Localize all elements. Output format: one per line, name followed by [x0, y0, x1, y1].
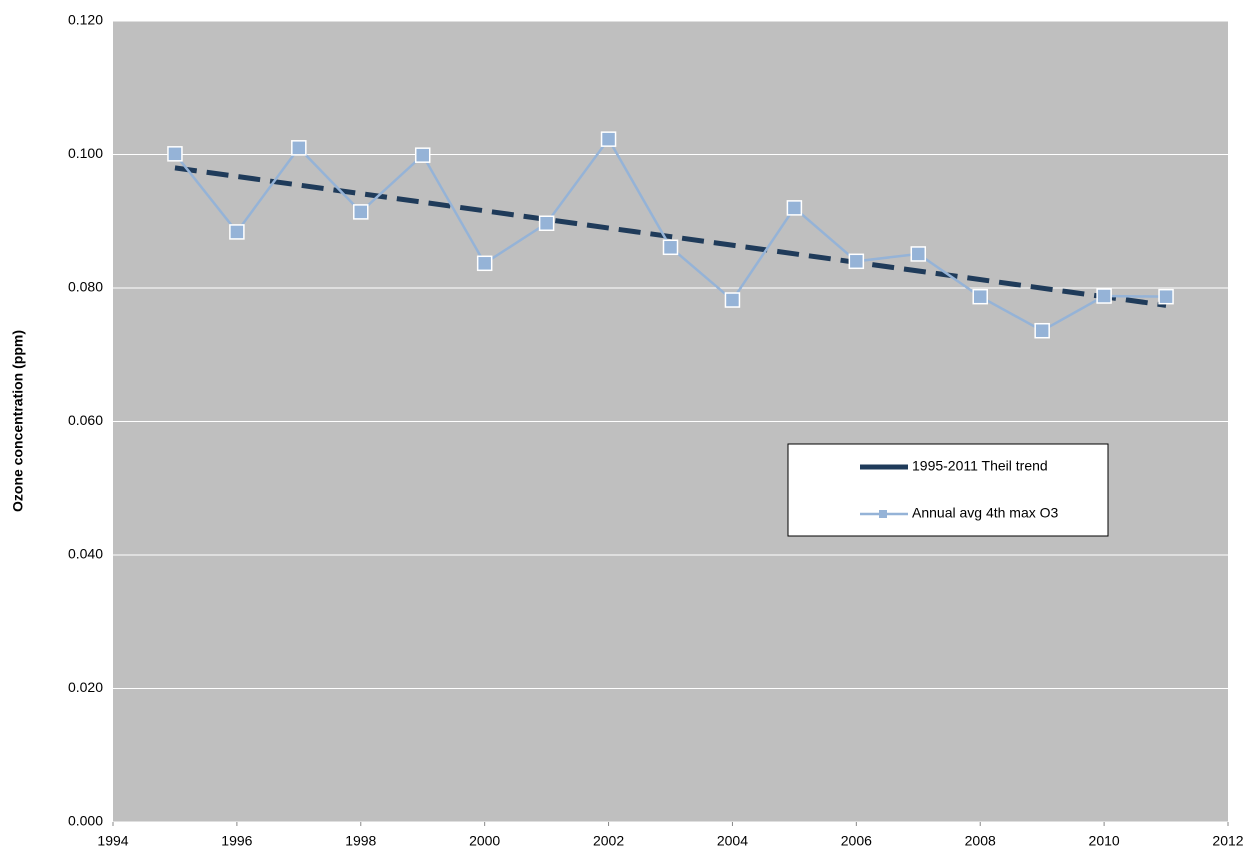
x-tick-label: 2008	[965, 833, 996, 849]
marker	[786, 200, 803, 216]
legend-label: Annual avg 4th max O3	[912, 505, 1059, 521]
marker	[910, 246, 927, 262]
marker	[848, 253, 865, 270]
x-tick-label: 1998	[345, 833, 376, 849]
marker	[1096, 288, 1112, 304]
marker	[167, 146, 183, 162]
marker	[662, 239, 679, 256]
x-tick-label: 2006	[841, 833, 872, 849]
y-tick-label: 0.020	[68, 679, 103, 695]
marker	[414, 147, 431, 163]
x-tick-label: 2010	[1089, 833, 1120, 849]
legend-label: 1995-2011 Theil trend	[912, 458, 1048, 474]
marker	[353, 204, 369, 220]
marker	[476, 255, 493, 272]
y-tick-label: 0.100	[68, 145, 103, 161]
x-tick-label: 2002	[593, 833, 624, 849]
x-tick-label: 2012	[1212, 833, 1243, 849]
legend-box	[787, 443, 1109, 537]
marker	[600, 131, 617, 147]
y-axis-label: Ozone concentration (ppm)	[10, 330, 26, 512]
marker	[1034, 322, 1050, 339]
x-tick-label: 2000	[469, 833, 500, 849]
marker	[972, 288, 988, 305]
legend-marker	[879, 510, 887, 518]
x-tick-label: 1996	[221, 833, 252, 849]
marker	[229, 224, 245, 240]
marker	[1158, 288, 1174, 305]
x-tick-label: 2004	[717, 833, 748, 849]
y-tick-label: 0.040	[68, 546, 103, 562]
y-tick-label: 0.120	[68, 12, 103, 28]
y-tick-label: 0.060	[68, 412, 103, 428]
marker	[724, 292, 741, 308]
marker	[291, 140, 307, 156]
marker	[538, 215, 555, 232]
x-tick-label: 1994	[97, 833, 128, 849]
y-tick-label: 0.000	[68, 813, 103, 829]
y-tick-label: 0.080	[68, 279, 103, 295]
